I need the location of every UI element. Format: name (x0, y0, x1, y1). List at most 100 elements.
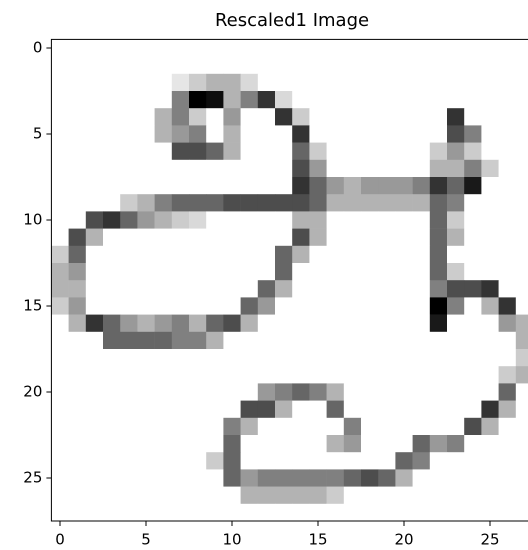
pixel (516, 383, 528, 401)
pixel (155, 57, 173, 75)
pixel (137, 315, 155, 333)
pixel (103, 332, 121, 350)
pixel (361, 57, 379, 75)
pixel (241, 297, 259, 315)
pixel (137, 74, 155, 92)
pixel (447, 401, 465, 419)
pixel (344, 487, 362, 505)
pixel (69, 435, 87, 453)
pixel (86, 39, 104, 57)
pixel (241, 246, 259, 263)
pixel (516, 349, 528, 367)
pixel (103, 315, 121, 333)
pixel (464, 401, 482, 419)
pixel (395, 39, 413, 57)
pixel (464, 487, 482, 505)
pixel (309, 74, 327, 92)
pixel (378, 504, 396, 522)
pixel (241, 57, 259, 75)
pixel (258, 246, 276, 263)
pixel (413, 469, 431, 487)
pixel (172, 229, 190, 247)
pixel (137, 143, 155, 161)
pixel (137, 418, 155, 436)
pixel (223, 487, 241, 505)
pixel (275, 280, 293, 298)
pixel (206, 108, 224, 126)
pixel (155, 332, 173, 350)
pixel (69, 211, 87, 229)
pixel (69, 349, 87, 367)
pixel (464, 160, 482, 178)
pixel (258, 194, 276, 212)
pixel (51, 401, 69, 419)
pixel (430, 39, 448, 57)
pixel (344, 280, 362, 298)
pixel (189, 452, 207, 470)
pixel (69, 401, 87, 419)
pixel (499, 74, 516, 92)
pixel (103, 504, 121, 522)
pixel (241, 280, 259, 298)
pixel (155, 487, 173, 505)
pixel (275, 263, 293, 281)
pixel (86, 177, 104, 195)
pixel (155, 143, 173, 161)
pixel (481, 39, 499, 57)
pixel (206, 91, 224, 109)
pixel (258, 383, 276, 401)
pixel (344, 349, 362, 367)
pixel (69, 194, 87, 212)
pixel (361, 332, 379, 350)
pixel (327, 469, 345, 487)
pixel (103, 125, 121, 142)
pixel (309, 401, 327, 419)
pixel (189, 280, 207, 298)
pixel (499, 229, 516, 247)
pixel (430, 74, 448, 92)
pixel (69, 74, 87, 92)
pixel (206, 366, 224, 384)
pixel (361, 349, 379, 367)
pixel (309, 125, 327, 142)
pixel (189, 315, 207, 333)
pixel (447, 143, 465, 161)
pixel (103, 229, 121, 247)
pixel (499, 349, 516, 367)
pixel (155, 125, 173, 142)
pixel (258, 366, 276, 384)
pixel (258, 57, 276, 75)
pixel (189, 39, 207, 57)
pixel (413, 487, 431, 505)
pixel (378, 349, 396, 367)
pixel (481, 160, 499, 178)
pixel (309, 349, 327, 367)
pixel (395, 229, 413, 247)
pixel (413, 229, 431, 247)
pixel (120, 246, 138, 263)
pixel (172, 194, 190, 212)
pixel (327, 229, 345, 247)
pixel (361, 74, 379, 92)
pixel (137, 177, 155, 195)
pixel (69, 487, 87, 505)
pixel (86, 229, 104, 247)
pixel (120, 160, 138, 178)
pixel (189, 194, 207, 212)
pixel (447, 57, 465, 75)
pixel (223, 263, 241, 281)
pixel (447, 504, 465, 522)
pixel (172, 143, 190, 161)
pixel (378, 401, 396, 419)
pixel (69, 91, 87, 109)
pixel (327, 91, 345, 109)
pixel (137, 194, 155, 212)
pixel (327, 401, 345, 419)
pixel (51, 487, 69, 505)
pixel (430, 366, 448, 384)
pixel (481, 177, 499, 195)
pixel (309, 435, 327, 453)
pixel (137, 91, 155, 109)
pixel (86, 143, 104, 161)
pixel (189, 297, 207, 315)
